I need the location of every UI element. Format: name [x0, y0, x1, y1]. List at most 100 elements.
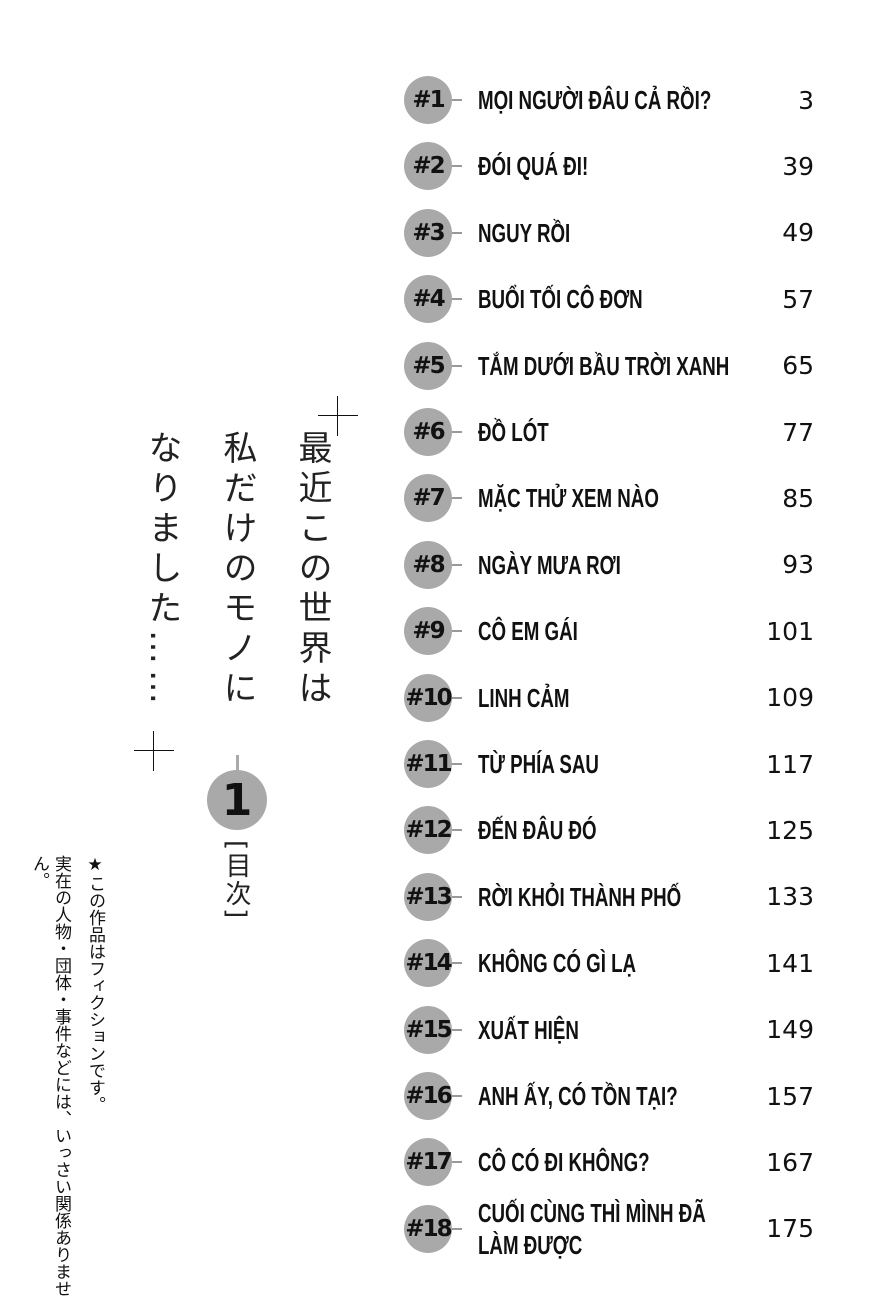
chapter-title: RỜI KHỎI THÀNH PHỐ [478, 881, 682, 912]
volume-badge-stick [236, 755, 239, 771]
connector-line [452, 1161, 462, 1164]
chapter-row[interactable]: #3 NGUY RỒI 49 [0, 200, 869, 266]
title-line-3: なりました…… [142, 430, 182, 710]
connector-line [452, 563, 462, 566]
connector-line [452, 1095, 462, 1097]
chapter-row[interactable]: #14 KHÔNG CÓ GÌ LẠ 141 [0, 930, 869, 996]
chapter-title: LINH CẢM [478, 682, 570, 713]
chapter-title: CÔ EM GÁI [478, 616, 578, 647]
chapter-title: XUẤT HIỆN [478, 1014, 579, 1045]
connector-line [452, 1028, 462, 1031]
chapter-row[interactable]: #8 NGÀY MƯA RƠI 93 [0, 532, 869, 598]
connector-line [452, 364, 462, 367]
chapter-row[interactable]: #7 MẶC THỬ XEM NÀO 85 [0, 465, 869, 531]
chapter-page-number: 109 [766, 683, 814, 713]
chapter-row[interactable]: #10 LINH CẢM 109 [0, 665, 869, 731]
connector-line [452, 895, 462, 898]
connector-line [452, 630, 462, 633]
chapter-row[interactable]: #18 CUỐI CÙNG THÌ MÌNH ĐÃ LÀM ĐƯỢC 175 [0, 1196, 869, 1262]
chapter-number-badge: #10 [404, 673, 453, 722]
chapter-row[interactable]: #9 CÔ EM GÁI 101 [0, 598, 869, 664]
chapter-page-number: 57 [782, 284, 814, 314]
chapter-page-number: 117 [766, 749, 814, 779]
chapter-title: TẮM DƯỚI BẦU TRỜI XANH [478, 350, 730, 381]
chapter-title: TỪ PHÍA SAU [478, 749, 599, 779]
chapter-number-badge: #2 [404, 142, 452, 191]
chapter-row[interactable]: #2 ĐÓI QUÁ ĐI! 39 [0, 133, 869, 199]
connector-line [452, 962, 462, 965]
chapter-title: ĐÓI QUÁ ĐI! [478, 151, 589, 182]
connector-line [452, 497, 462, 500]
chapter-page-number: 39 [782, 151, 814, 181]
chapter-number-badge: #6 [404, 408, 452, 456]
chapter-row[interactable]: #15 XUẤT HIỆN 149 [0, 997, 869, 1063]
chapter-number-badge: #5 [404, 341, 452, 390]
chapter-page-number: 175 [766, 1214, 814, 1244]
chapter-title: ĐỒ LÓT [478, 417, 549, 447]
chapter-row[interactable]: #17 CÔ CÓ ĐI KHÔNG? 167 [0, 1129, 869, 1195]
disclaimer-line-2: 実在の人物・団体・事件などには、いっさい関係ありません。 [29, 855, 71, 1297]
chapter-page-number: 141 [766, 948, 814, 978]
chapter-title: KHÔNG CÓ GÌ LẠ [478, 948, 637, 979]
chapter-number-badge: #3 [404, 208, 452, 257]
chapter-row[interactable]: #12 ĐẾN ĐÂU ĐÓ 125 [0, 797, 869, 863]
chapter-page-number: 49 [782, 218, 814, 248]
chapter-number-badge: #17 [404, 1138, 453, 1187]
chapter-page-number: 101 [766, 616, 814, 646]
chapter-number-badge: #16 [404, 1072, 453, 1120]
chapter-number-badge: #13 [404, 872, 453, 921]
chapter-page-number: 149 [766, 1015, 814, 1045]
chapter-title: MẶC THỬ XEM NÀO [478, 483, 659, 514]
contents-label: [目次] [221, 840, 251, 921]
chapter-number-badge: #8 [404, 540, 452, 589]
chapter-number-badge: #1 [404, 76, 452, 124]
chapter-page-number: 3 [798, 85, 814, 115]
chapter-page-number: 125 [766, 815, 814, 845]
connector-line [452, 829, 462, 832]
chapter-row[interactable]: #5 TẮM DƯỚI BẦU TRỜI XANH 65 [0, 333, 869, 399]
title-line-2: 私だけのモノに [217, 430, 257, 710]
chapter-number-badge: #15 [404, 1005, 453, 1054]
chapter-page-number: 85 [782, 483, 814, 513]
chapter-page-number: 77 [782, 417, 814, 447]
volume-badge: 1 [207, 770, 267, 830]
connector-line [452, 1227, 462, 1230]
chapter-title: BUỔI TỐI CÔ ĐƠN [478, 284, 643, 315]
chapter-row[interactable]: #11 TỪ PHÍA SAU 117 [0, 731, 869, 797]
chapter-title: CUỐI CÙNG THÌ MÌNH ĐÃ LÀM ĐƯỢC [478, 1197, 706, 1260]
connector-line [452, 165, 462, 168]
chapter-number-badge: #14 [404, 939, 453, 988]
chapter-number-badge: #7 [404, 474, 452, 523]
chapter-title: NGUY RỒI [478, 217, 571, 248]
connector-line [452, 298, 462, 301]
sparkle-icon [134, 731, 174, 771]
chapter-number-badge: #9 [404, 607, 452, 656]
chapter-title: ANH ẤY, CÓ TỒN TẠI? [478, 1081, 678, 1111]
connector-line [452, 99, 462, 101]
chapter-title: MỌI NGƯỜI ĐÂU CẢ RỒI? [478, 85, 712, 115]
chapter-number-badge: #12 [404, 806, 453, 855]
connector-line [452, 763, 462, 765]
chapter-row[interactable]: #6 ĐỒ LÓT 77 [0, 399, 869, 465]
chapter-page-number: 133 [766, 882, 814, 912]
chapter-page-number: 93 [782, 550, 814, 580]
chapter-title: ĐẾN ĐÂU ĐÓ [478, 815, 597, 846]
chapter-row[interactable]: #4 BUỔI TỐI CÔ ĐƠN 57 [0, 266, 869, 332]
chapter-title: NGÀY MƯA RƠI [478, 549, 621, 580]
chapter-row[interactable]: #1 MỌI NGƯỜI ĐÂU CẢ RỒI? 3 [0, 67, 869, 133]
chapter-row[interactable]: #13 RỜI KHỎI THÀNH PHỐ 133 [0, 864, 869, 930]
chapter-number-badge: #18 [404, 1204, 453, 1253]
disclaimer-line-1: ★この作品はフィクションです。 [85, 855, 105, 1113]
connector-line [452, 231, 462, 234]
chapter-title: CÔ CÓ ĐI KHÔNG? [478, 1147, 650, 1178]
chapter-number-badge: #11 [404, 740, 453, 788]
chapter-page-number: 167 [766, 1147, 814, 1177]
chapter-page-number: 65 [782, 351, 814, 381]
title-line-1: 最近この世界は [292, 430, 332, 710]
connector-line [452, 431, 462, 433]
connector-line [452, 696, 462, 699]
chapter-number-badge: #4 [404, 275, 452, 324]
sparkle-icon [318, 396, 358, 436]
chapter-page-number: 157 [766, 1081, 814, 1111]
chapter-row[interactable]: #16 ANH ẤY, CÓ TỒN TẠI? 157 [0, 1063, 869, 1129]
